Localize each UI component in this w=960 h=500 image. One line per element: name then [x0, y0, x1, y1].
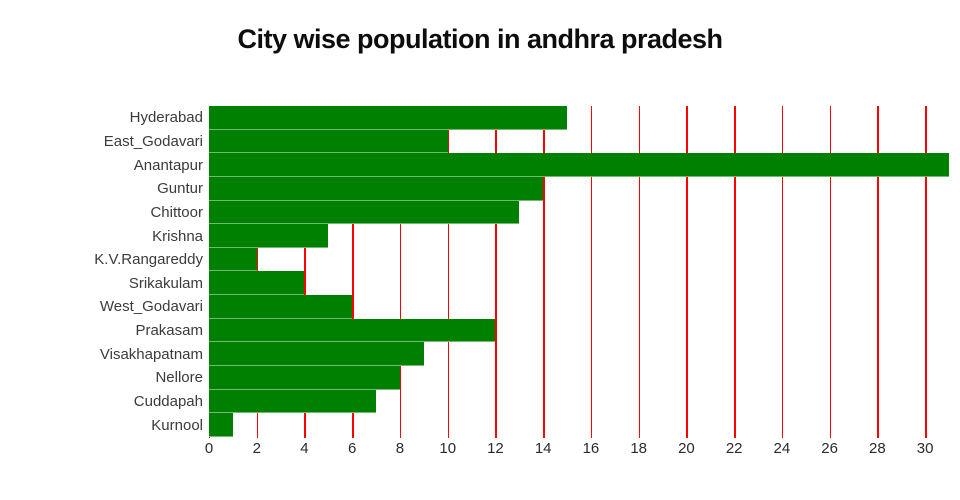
y-tick-label: Prakasam [135, 322, 203, 340]
y-tick-label: Kurnool [151, 416, 203, 434]
bar-track [209, 200, 949, 225]
bar-row: Chittoor [0, 200, 949, 225]
x-gridline [877, 106, 879, 438]
bar-anantapur [209, 153, 949, 177]
bar-west-godavari [209, 295, 353, 319]
x-gridline [304, 106, 306, 438]
bar-row: Anantapur [0, 153, 949, 177]
bar-chittoor [209, 200, 520, 225]
bar-rows: Hyderabad East_Godavari Anantapur Guntur Chi… [0, 106, 949, 437]
x-tick-label: 14 [534, 440, 552, 457]
x-tick-label: 24 [773, 440, 791, 457]
y-tick-label: Hyderabad [129, 109, 203, 127]
y-tick-label: West_Godavari [99, 298, 203, 316]
bar-hyderabad [209, 106, 568, 130]
bar-prakasam [209, 318, 496, 343]
x-gridline [734, 106, 736, 438]
bar-row: Nellore [0, 366, 949, 390]
y-tick-label: Anantapur [133, 156, 203, 174]
bar-track [209, 295, 949, 319]
x-gridline [590, 106, 593, 438]
bar-row: K.V.Rangareddy [0, 247, 949, 272]
x-gridline [399, 106, 402, 438]
x-tick-label: 20 [678, 440, 695, 457]
bar-kurnool [209, 413, 233, 437]
x-gridline [352, 106, 354, 438]
x-tick-label: 22 [725, 440, 743, 457]
x-tick-label: 30 [916, 440, 934, 457]
bar-k-v-rangareddy [209, 247, 257, 272]
y-tick-label: Chittoor [150, 203, 203, 221]
y-tick-label: Srikakulam [128, 274, 203, 292]
x-tick-label: 6 [348, 440, 357, 457]
x-tick-label: 10 [439, 440, 457, 457]
bar-track [209, 106, 949, 130]
x-tick-label: 18 [630, 440, 648, 457]
bar-krishna [209, 224, 329, 248]
bar-track [209, 224, 949, 248]
bar-row: Kurnool [0, 413, 949, 437]
x-tick-label: 26 [821, 440, 838, 457]
x-tick-label: 16 [582, 440, 600, 457]
x-tick-label: 28 [869, 440, 886, 457]
bar-srikakulam [209, 271, 305, 296]
x-tick-label: 12 [487, 440, 504, 457]
bar-track [209, 366, 949, 390]
chart-title: City wise population in andhra pradesh [237, 24, 723, 54]
bar-row: Hyderabad [0, 106, 949, 130]
bar-track [209, 176, 949, 201]
bar-row: Srikakulam [0, 271, 949, 296]
bar-row: Visakhapatnam [0, 342, 949, 367]
x-gridline [543, 106, 545, 438]
x-tick-label: 4 [300, 440, 309, 457]
x-tick-label: 8 [395, 440, 405, 457]
bar-row: East_Godavari [0, 129, 949, 154]
bar-track [209, 342, 949, 367]
bar-nellore [209, 366, 400, 390]
y-tick-label: Krishna [152, 227, 203, 245]
bar-guntur [209, 176, 544, 201]
bar-row: West_Godavari [0, 295, 949, 319]
x-gridline [829, 106, 832, 438]
x-gridline [781, 106, 784, 438]
bar-track [209, 247, 949, 272]
bar-row: Prakasam [0, 318, 949, 343]
bar-row: Krishna [0, 224, 949, 248]
y-tick-label: East_Godavari [103, 132, 203, 150]
bar-track [209, 271, 949, 296]
bar-track [209, 129, 949, 154]
y-tick-label: K.V.Rangareddy [94, 251, 203, 269]
x-gridline [495, 106, 497, 438]
bar-track [209, 413, 949, 437]
y-tick-label: Cuddapah [133, 393, 203, 410]
bar-row: Guntur [0, 176, 949, 201]
x-gridline [925, 106, 927, 438]
bar-track [209, 153, 949, 177]
y-tick-label: Visakhapatnam [99, 345, 203, 363]
x-tick-label: 2 [252, 440, 261, 457]
x-gridline [638, 106, 641, 438]
bar-visakhapatnam [209, 342, 424, 367]
bar-track [209, 318, 949, 343]
bar-track [209, 389, 949, 414]
y-tick-label: Guntur [157, 180, 203, 198]
x-tick-label: 0 [204, 440, 214, 457]
bar-east-godavari [209, 129, 448, 154]
x-gridline [447, 106, 450, 438]
bar-row: Cuddapah [0, 389, 949, 414]
x-gridline [686, 106, 688, 438]
y-tick-label: Nellore [155, 369, 203, 387]
x-axis: 0 2 4 6 8 10 12 14 16 18 20 22 24 26 28 30 [0, 440, 960, 460]
bar-cuddapah [209, 389, 377, 414]
